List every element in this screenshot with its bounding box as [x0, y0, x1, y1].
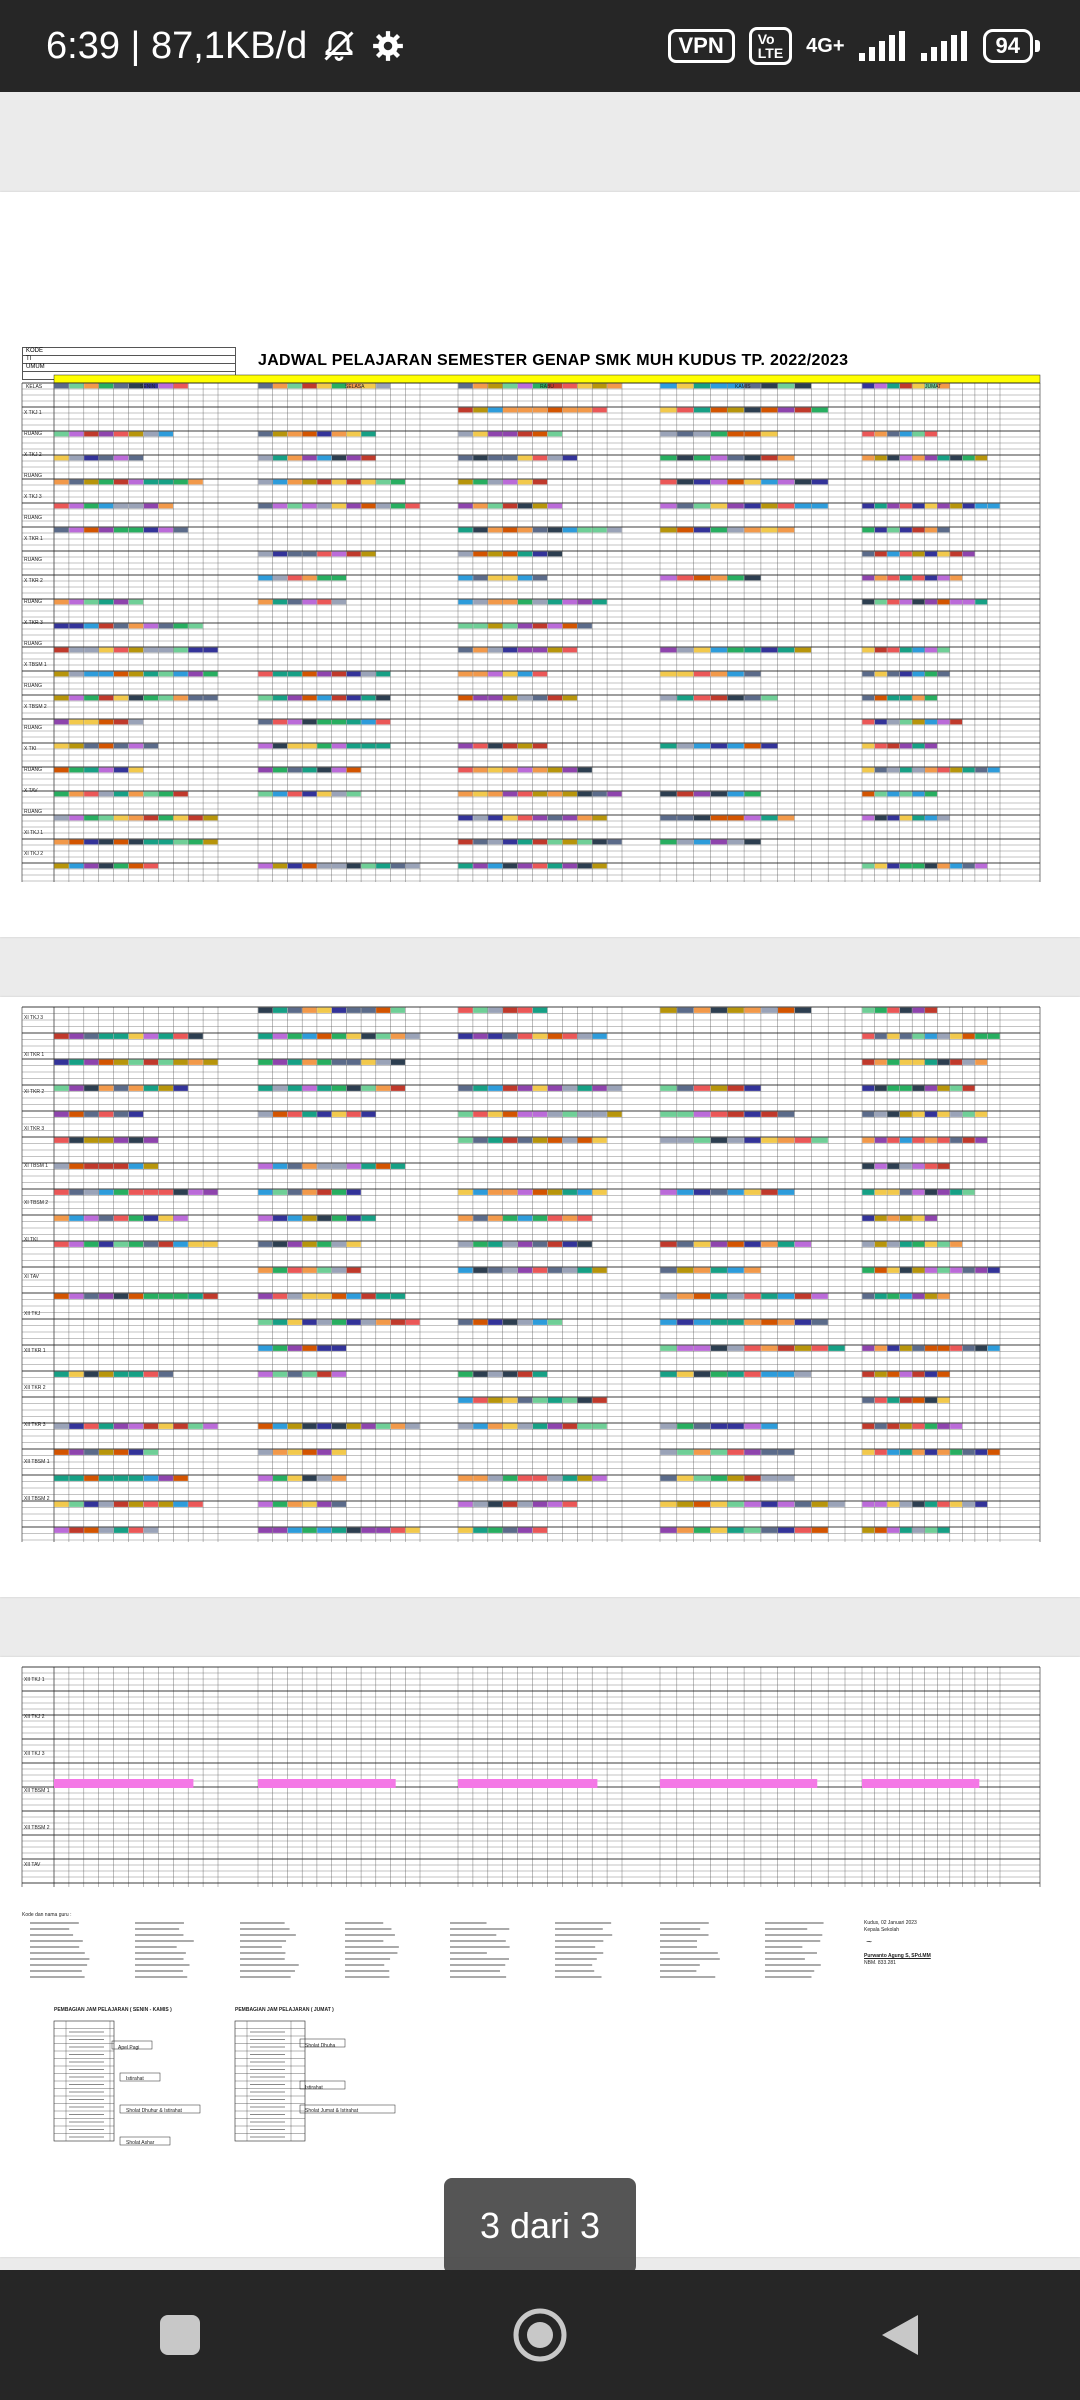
day-header-jumat: JUMAT [925, 384, 942, 390]
row-label: RUANG [24, 725, 43, 731]
teacher-list [30, 1922, 824, 1978]
notifications-muted-icon [321, 28, 357, 64]
row-label: RUANG [24, 809, 43, 815]
row-label: RUANG [24, 641, 43, 647]
row-label: RUANG [24, 515, 43, 521]
signature-place: Kudus, 02 Januari 2023 [864, 1920, 917, 1926]
pdf-page-2[interactable]: XI TKJ 3 XI TKR 1 XI TKR 2 XI TKR 3 XI TBSM … [0, 997, 1080, 1597]
battery-level: 94 [982, 29, 1033, 63]
row-label: RUANG [24, 473, 43, 479]
signature-mark: ~ [866, 1937, 872, 1948]
row-label-header: KELAS [26, 384, 43, 390]
schedule-grid-1 [21, 374, 1041, 882]
note-dhuhur: Sholat Dhuhur & Istirahat [126, 2108, 182, 2114]
home-button[interactable] [460, 2285, 620, 2385]
network-type-label: 4G+ [806, 35, 845, 57]
doc-title: JADWAL PELAJARAN SEMESTER GENAP SMK MUH … [258, 352, 849, 369]
row-label: X TBSM 2 [24, 704, 47, 710]
note-apel-pagi: Apel Pagi [118, 2045, 140, 2051]
row-label: XI TKJ 3 [24, 1015, 44, 1021]
row-label: XI TKJ 2 [24, 851, 44, 857]
row-label: RUANG [24, 767, 43, 773]
row-label: X TKI [24, 746, 37, 752]
row-label: XI TBSM 1 [24, 1163, 49, 1169]
schedule-left-title: PEMBAGIAN JAM PELAJARAN ( SENIN - KAMIS … [54, 2007, 172, 2013]
row-label: XII TBSM 2 [24, 1496, 50, 1502]
battery-icon: 94 [982, 29, 1040, 63]
home-icon [513, 2308, 567, 2362]
row-label: RUANG [24, 683, 43, 689]
navigation-bar [0, 2270, 1080, 2400]
row-label: XI TAV [24, 1274, 40, 1280]
row-label: XI TKR 3 [24, 1126, 45, 1132]
signature-role: Kepala Sekolah [864, 1927, 900, 1933]
recent-apps-icon [160, 2315, 200, 2355]
row-label: X TKR 3 [24, 620, 43, 626]
schedule-grid-3 [21, 1666, 1041, 1887]
page-indicator: 3 dari 3 [444, 2178, 636, 2274]
row-label: XII TKR 1 [24, 1348, 46, 1354]
row-label: X TKR 1 [24, 536, 43, 542]
row-label: XII TBSM 1 [24, 1788, 50, 1794]
day-header-selasa: SELASA [345, 384, 365, 390]
row-label: XI TKR 2 [24, 1089, 45, 1095]
volte-top: Vo [757, 31, 775, 47]
meta-ti: TI [22, 355, 236, 363]
signal-strength-2-icon [920, 31, 969, 61]
note-istirahat-1: Istirahat [126, 2076, 144, 2082]
note-jumatan: Sholat Jumat & Istirahat [305, 2108, 359, 2114]
schedule-grid-2 [21, 1006, 1041, 1542]
volte-bottom: LTE [757, 45, 784, 61]
back-icon [882, 2315, 918, 2355]
row-label: XII TBSM 1 [24, 1459, 50, 1465]
row-label: RUANG [24, 431, 43, 437]
row-label: XII TKJ 1 [24, 1677, 45, 1683]
row-label: XII TKJ 3 [24, 1751, 45, 1757]
row-label: XII TKR 3 [24, 1422, 46, 1428]
pdf-page-3[interactable]: XII TKJ 1 XII TKJ 2 XII TKJ 3 XII TBSM 1 XII… [0, 1657, 1080, 2257]
row-label: X TBSM 1 [24, 662, 47, 668]
signal-strength-icon [858, 31, 907, 61]
meta-umum: UMUM [22, 363, 236, 371]
hours-tables [53, 2020, 396, 2146]
settings-gear-icon [371, 29, 405, 63]
day-header-rabu: RABU [540, 384, 554, 390]
row-label: XII TBSM 2 [24, 1825, 50, 1831]
day-header-kamis: KAMIS [735, 384, 751, 390]
volte-icon: Vo LTE [748, 27, 793, 65]
row-label: XI TKI [24, 1237, 38, 1243]
network-type: 4G+ [806, 36, 844, 56]
row-label: RUANG [24, 557, 43, 563]
row-label: XI TKR 1 [24, 1052, 45, 1058]
vpn-icon: VPN [667, 29, 735, 63]
status-time: 6:39 | 87,1KB/d [46, 24, 308, 67]
signature-nbm: NBM. 833.281 [864, 1960, 896, 1966]
note-ashar: Sholat Ashar [126, 2140, 155, 2146]
row-label: XII TKJ 2 [24, 1714, 45, 1720]
note-istirahat-jumat: Istirahat [305, 2085, 323, 2091]
row-label: XII TKJ [24, 1311, 41, 1317]
row-label: X TKR 2 [24, 578, 43, 584]
row-label: XI TKJ 1 [24, 830, 44, 836]
signature-name: Purwanto Agung S, SPd.MM [864, 1953, 931, 1959]
row-label: X TKJ 2 [24, 452, 42, 458]
row-label: X TKJ 1 [24, 410, 42, 416]
row-label: XII TKR 2 [24, 1385, 46, 1391]
teacher-list-header: Kode dan nama guru : [22, 1912, 72, 1918]
pdf-page-1[interactable]: KODE TI UMUM JADWAL PELAJARAN SEMESTER G… [0, 192, 1080, 937]
status-bar: 6:39 | 87,1KB/d VPN Vo LTE 4G+ 94 [0, 0, 1080, 92]
pdf-viewer[interactable]: KODE TI UMUM JADWAL PELAJARAN SEMESTER G… [0, 92, 1080, 2274]
schedule-right-title: PEMBAGIAN JAM PELAJARAN ( JUMAT ) [235, 2007, 334, 2013]
recent-apps-button[interactable] [100, 2285, 260, 2385]
back-button[interactable] [820, 2285, 980, 2385]
row-label: RUANG [24, 599, 43, 605]
row-label: X TAV [24, 788, 38, 794]
row-label: XII TAV [24, 1862, 41, 1868]
row-label: XI TBSM 2 [24, 1200, 49, 1206]
meta-kode: KODE [22, 347, 236, 355]
note-dhuha: Sholat Dhuha [305, 2043, 336, 2049]
day-header-senin: SENIN [140, 384, 156, 390]
row-label: X TKJ 3 [24, 494, 42, 500]
